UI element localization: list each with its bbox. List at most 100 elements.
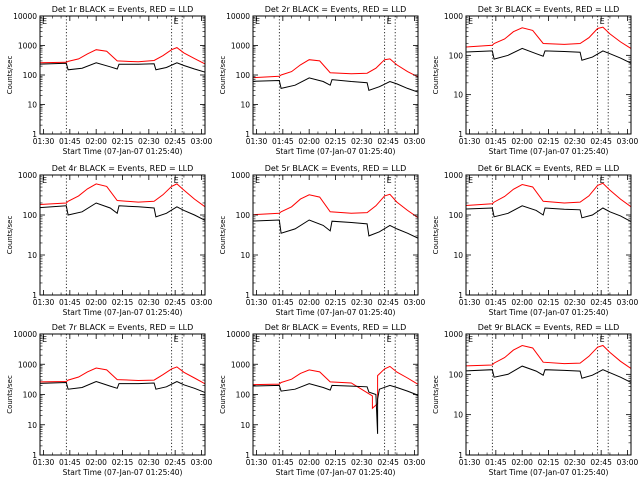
corner-mark-left: E	[468, 17, 473, 26]
x-tick-label: 02:45	[590, 298, 612, 307]
y-tick-label: 100	[23, 71, 38, 80]
x-tick-label: 03:00	[617, 137, 639, 146]
x-tick-label: 02:15	[538, 298, 560, 307]
series-lld-line	[466, 344, 631, 370]
plot-frame	[465, 174, 632, 296]
plot-frame	[39, 15, 206, 135]
series-events-line	[40, 202, 205, 221]
x-tick-label: 02:00	[85, 298, 107, 307]
corner-mark-right: E	[387, 335, 392, 344]
corner-mark-right: E	[600, 17, 605, 26]
y-tick-label: 1000	[231, 171, 250, 180]
y-tick-label: 10	[27, 101, 37, 110]
series-events-line	[253, 383, 418, 434]
y-tick-label: 100	[236, 391, 251, 400]
corner-mark-right: E	[174, 335, 179, 344]
x-tick-label: 01:30	[33, 137, 55, 146]
x-axis-label: Start Time (07-Jan-07 01:25:40)	[276, 308, 396, 317]
panel-det-6: Det 6r BLACK = Events, RED = LLD 1 10 100 10…	[432, 164, 639, 317]
y-tick-label: 1000	[18, 360, 37, 369]
x-tick-label: 02:45	[590, 137, 612, 146]
y-tick-label: 1000	[231, 42, 250, 51]
panel-det-9: Det 9r BLACK = Events, RED = LLD 1 10 100 10…	[432, 323, 639, 477]
series-events-line	[466, 365, 631, 383]
y-tick-label: 10	[240, 251, 250, 260]
y-tick-label: 10000	[226, 330, 250, 339]
y-tick-label: 1000	[18, 42, 37, 51]
panel-title: Det 3r BLACK = Events, RED = LLD	[478, 5, 620, 14]
x-tick-label: 01:30	[33, 458, 55, 467]
y-tick-label: 10	[453, 91, 463, 100]
plot-frame	[465, 15, 632, 135]
y-tick-label: 1	[245, 291, 250, 300]
y-axis-label: Counts/sec	[432, 56, 440, 95]
x-tick-label: 02:00	[298, 137, 320, 146]
corner-mark-left: E	[468, 335, 473, 344]
x-tick-label: 01:30	[459, 298, 481, 307]
corner-mark-left: E	[42, 17, 47, 26]
y-tick-label: 1000	[231, 360, 250, 369]
y-tick-label: 1	[245, 451, 250, 460]
series-lld-line	[253, 193, 418, 219]
x-tick-label: 02:45	[164, 458, 186, 467]
y-tick-label: 10	[240, 101, 250, 110]
x-tick-label: 02:15	[325, 298, 347, 307]
y-axis-label: Counts/sec	[219, 216, 227, 255]
y-tick-label: 10000	[13, 330, 37, 339]
x-tick-label: 01:30	[33, 298, 55, 307]
plot-frame	[252, 333, 419, 456]
y-tick-label: 100	[236, 211, 251, 220]
corner-mark-left: E	[42, 335, 47, 344]
series-lld-line	[466, 182, 631, 208]
plot-frame	[252, 174, 419, 296]
panel-det-7: Det 7r BLACK = Events, RED = LLD 1 10 100 10…	[6, 323, 213, 477]
y-axis-label: Counts/sec	[432, 216, 440, 255]
y-tick-label: 1	[245, 130, 250, 139]
x-tick-label: 01:45	[272, 458, 294, 467]
x-tick-label: 02:15	[538, 458, 560, 467]
y-tick-label: 100	[236, 71, 251, 80]
x-tick-label: 02:15	[538, 137, 560, 146]
panel-det-5: Det 5r BLACK = Events, RED = LLD 1 10 100 10…	[219, 164, 426, 317]
x-tick-label: 01:45	[485, 298, 507, 307]
x-tick-label: 01:45	[485, 137, 507, 146]
y-tick-label: 10	[27, 421, 37, 430]
y-axis-label: Counts/sec	[6, 375, 14, 414]
x-tick-label: 02:15	[325, 458, 347, 467]
panel-title: Det 2r BLACK = Events, RED = LLD	[265, 5, 407, 14]
corner-mark-left: E	[255, 17, 260, 26]
x-axis-label: Start Time (07-Jan-07 01:25:40)	[276, 468, 396, 477]
x-tick-label: 02:30	[351, 298, 373, 307]
series-events-line	[253, 219, 418, 239]
y-tick-label: 1	[32, 130, 37, 139]
x-tick-label: 02:15	[112, 458, 134, 467]
x-tick-label: 02:00	[298, 298, 320, 307]
x-axis-label: Start Time (07-Jan-07 01:25:40)	[489, 308, 609, 317]
y-axis-label: Counts/sec	[219, 56, 227, 95]
y-tick-label: 100	[449, 211, 464, 220]
x-axis-label: Start Time (07-Jan-07 01:25:40)	[63, 147, 183, 156]
x-tick-label: 02:30	[351, 137, 373, 146]
x-tick-label: 03:00	[404, 137, 426, 146]
x-tick-label: 02:15	[325, 137, 347, 146]
panel-det-2: Det 2r BLACK = Events, RED = LLD 1 10 100 10…	[219, 5, 426, 156]
corner-mark-right: E	[174, 176, 179, 185]
x-tick-label: 02:30	[351, 458, 373, 467]
x-axis-label: Start Time (07-Jan-07 01:25:40)	[63, 468, 183, 477]
x-tick-label: 02:00	[85, 458, 107, 467]
x-tick-label: 02:15	[112, 137, 134, 146]
x-tick-label: 02:45	[377, 137, 399, 146]
y-tick-label: 10	[453, 411, 463, 420]
plot-frame	[39, 174, 206, 296]
x-tick-label: 01:45	[59, 458, 81, 467]
series-lld-line	[40, 366, 205, 385]
y-tick-label: 1000	[444, 330, 463, 339]
x-tick-label: 02:45	[164, 137, 186, 146]
x-tick-label: 01:30	[459, 458, 481, 467]
x-tick-label: 03:00	[404, 298, 426, 307]
y-tick-label: 100	[23, 391, 38, 400]
series-events-line	[253, 77, 418, 93]
x-tick-label: 02:00	[511, 298, 533, 307]
y-tick-label: 100	[449, 370, 464, 379]
y-tick-label: 1000	[444, 171, 463, 180]
